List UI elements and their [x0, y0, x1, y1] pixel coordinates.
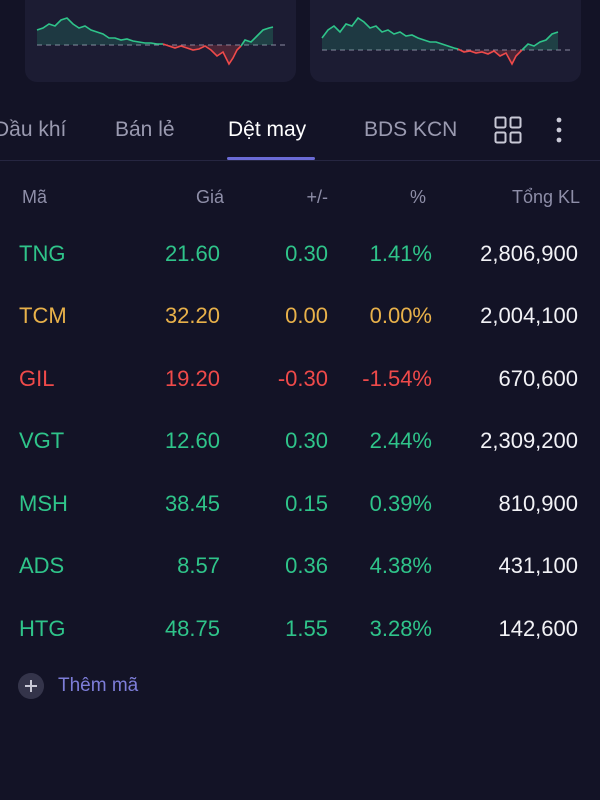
- row-price: 38.45: [164, 491, 220, 516]
- tab-ban-le[interactable]: Bán lẻ: [115, 118, 175, 141]
- row-percent: 1.41%: [369, 241, 432, 266]
- row-volume: 670,600: [498, 366, 578, 391]
- plus-icon: [18, 673, 44, 699]
- row-change: 0.30: [285, 241, 328, 266]
- table-row[interactable]: VGT 12.60 0.30 2.44% 2,309,200: [0, 427, 600, 487]
- column-header-change[interactable]: +/-: [306, 187, 328, 207]
- table-row[interactable]: ADS 8.57 0.36 4.38% 431,100: [0, 552, 600, 612]
- row-symbol: TCM: [19, 303, 67, 328]
- table-row[interactable]: TNG 21.60 0.30 1.41% 2,806,900: [0, 240, 600, 300]
- row-price: 21.60: [164, 241, 220, 266]
- column-header-total-volume[interactable]: Tổng KL: [511, 187, 580, 207]
- tab-det-may[interactable]: Dệt may: [228, 118, 307, 141]
- table-row[interactable]: HTG 48.75 1.55 3.28% 142,600: [0, 615, 600, 675]
- row-volume: 2,806,900: [480, 241, 578, 266]
- table-row[interactable]: GIL 19.20 -0.30 -1.54% 670,600: [0, 365, 600, 425]
- column-header-symbol[interactable]: Mã: [22, 187, 48, 207]
- row-change: 0.36: [285, 553, 328, 578]
- row-percent: 2.44%: [369, 428, 432, 453]
- row-percent: 4.38%: [369, 553, 432, 578]
- row-volume: 431,100: [498, 553, 578, 578]
- row-symbol: TNG: [19, 241, 66, 266]
- row-price: 48.75: [164, 616, 220, 641]
- row-change: 1.55: [285, 616, 328, 641]
- active-tab-indicator: [227, 157, 315, 160]
- row-volume: 2,004,100: [480, 303, 578, 328]
- grid-view-icon[interactable]: [494, 116, 522, 144]
- row-price: 32.20: [164, 303, 220, 328]
- row-volume: 2,309,200: [480, 428, 578, 453]
- row-price: 12.60: [164, 428, 220, 453]
- row-symbol: GIL: [19, 366, 55, 391]
- row-percent: 0.39%: [369, 491, 432, 516]
- row-change: -0.30: [277, 366, 328, 391]
- row-percent: -1.54%: [362, 366, 432, 391]
- index-sparkline-right: [321, 16, 570, 66]
- row-change: 0.00: [285, 303, 328, 328]
- row-symbol: MSH: [19, 491, 68, 516]
- row-change: 0.30: [285, 428, 328, 453]
- index-mini-chart-card-left[interactable]: [25, 0, 296, 82]
- sector-tab-bar: Dầu khí Bán lẻ Dệt may BDS KCN: [0, 96, 600, 161]
- index-sparkline-left: [36, 17, 285, 66]
- table-row[interactable]: TCM 32.20 0.00 0.00% 2,004,100: [0, 302, 600, 362]
- row-volume: 810,900: [498, 491, 578, 516]
- table-row[interactable]: MSH 38.45 0.15 0.39% 810,900: [0, 490, 600, 550]
- row-volume: 142,600: [498, 616, 578, 641]
- row-percent: 0.00%: [369, 303, 432, 328]
- row-symbol: ADS: [19, 553, 65, 578]
- row-price: 8.57: [177, 553, 220, 578]
- column-header-percent[interactable]: %: [409, 187, 426, 207]
- row-change: 0.15: [285, 491, 328, 516]
- row-symbol: HTG: [19, 616, 66, 641]
- add-symbol-label: Thêm mã: [58, 675, 139, 696]
- row-symbol: VGT: [19, 428, 65, 453]
- tab-dau-khi[interactable]: Dầu khí: [0, 118, 67, 141]
- tab-bds-kcn[interactable]: BDS KCN: [364, 118, 458, 141]
- more-vertical-icon[interactable]: [547, 116, 571, 144]
- column-header-price[interactable]: Giá: [195, 187, 224, 207]
- index-mini-chart-card-right[interactable]: [310, 0, 581, 82]
- row-price: 19.20: [164, 366, 220, 391]
- row-percent: 3.28%: [369, 616, 432, 641]
